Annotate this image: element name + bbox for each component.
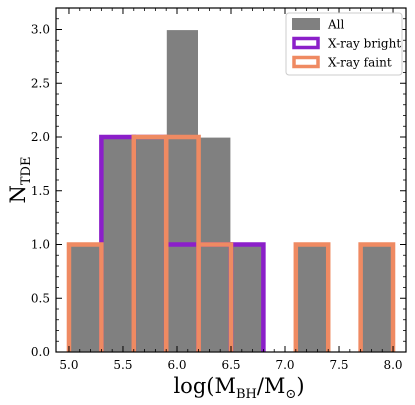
legend-swatch-x-ray-bright <box>292 36 320 50</box>
bar-all <box>165 28 200 353</box>
y-tick-label: 2.0 <box>31 130 50 144</box>
legend-label-x-ray-faint: X-ray faint <box>328 56 392 70</box>
step-x-ray-faint <box>358 242 396 352</box>
x-tick-label: 6.0 <box>167 358 186 372</box>
bar-all <box>295 243 329 353</box>
bar-all <box>230 243 265 353</box>
y-tick-label: 0.5 <box>31 291 50 305</box>
legend-swatch-x-ray-faint <box>292 55 320 69</box>
step-x-ray-faint <box>196 242 234 352</box>
legend-swatch-all <box>292 18 320 30</box>
y-tick-label: 1.0 <box>31 238 50 252</box>
x-tick-label: 8.0 <box>383 358 402 372</box>
step-x-ray-faint <box>66 242 104 352</box>
x-tick-label: 7.5 <box>329 358 348 372</box>
y-axis-label: NTDE <box>6 157 34 204</box>
bar-all <box>133 136 167 353</box>
step-x-ray-faint <box>293 242 331 352</box>
y-tick-label: 1.5 <box>31 184 50 198</box>
x-tick-label: 5.0 <box>59 358 78 372</box>
y-tick-label: 0.0 <box>31 345 50 359</box>
x-tick-label: 7.0 <box>275 358 294 372</box>
y-tick-label: 3.0 <box>31 23 50 37</box>
y-tick-label: 2.5 <box>31 76 50 90</box>
bar-all <box>100 136 135 353</box>
legend-label-all: All <box>327 18 345 32</box>
bar-all <box>360 243 394 353</box>
bar-all <box>68 243 102 353</box>
y-axis-ticks: 0.0 0.5 1.0 1.5 2.0 2.5 3.0 <box>31 18 406 359</box>
x-tick-label: 6.5 <box>221 358 240 372</box>
plot-area <box>66 28 396 353</box>
x-tick-label: 5.5 <box>113 358 132 372</box>
legend-label-x-ray-bright: X-ray bright <box>328 37 401 51</box>
legend: All X-ray bright X-ray faint <box>285 12 403 76</box>
x-axis-ticks: 5.0 5.5 6.0 6.5 7.0 7.5 8.0 <box>59 8 403 372</box>
x-axis-label: log(MBH/M⊙) <box>173 374 304 402</box>
